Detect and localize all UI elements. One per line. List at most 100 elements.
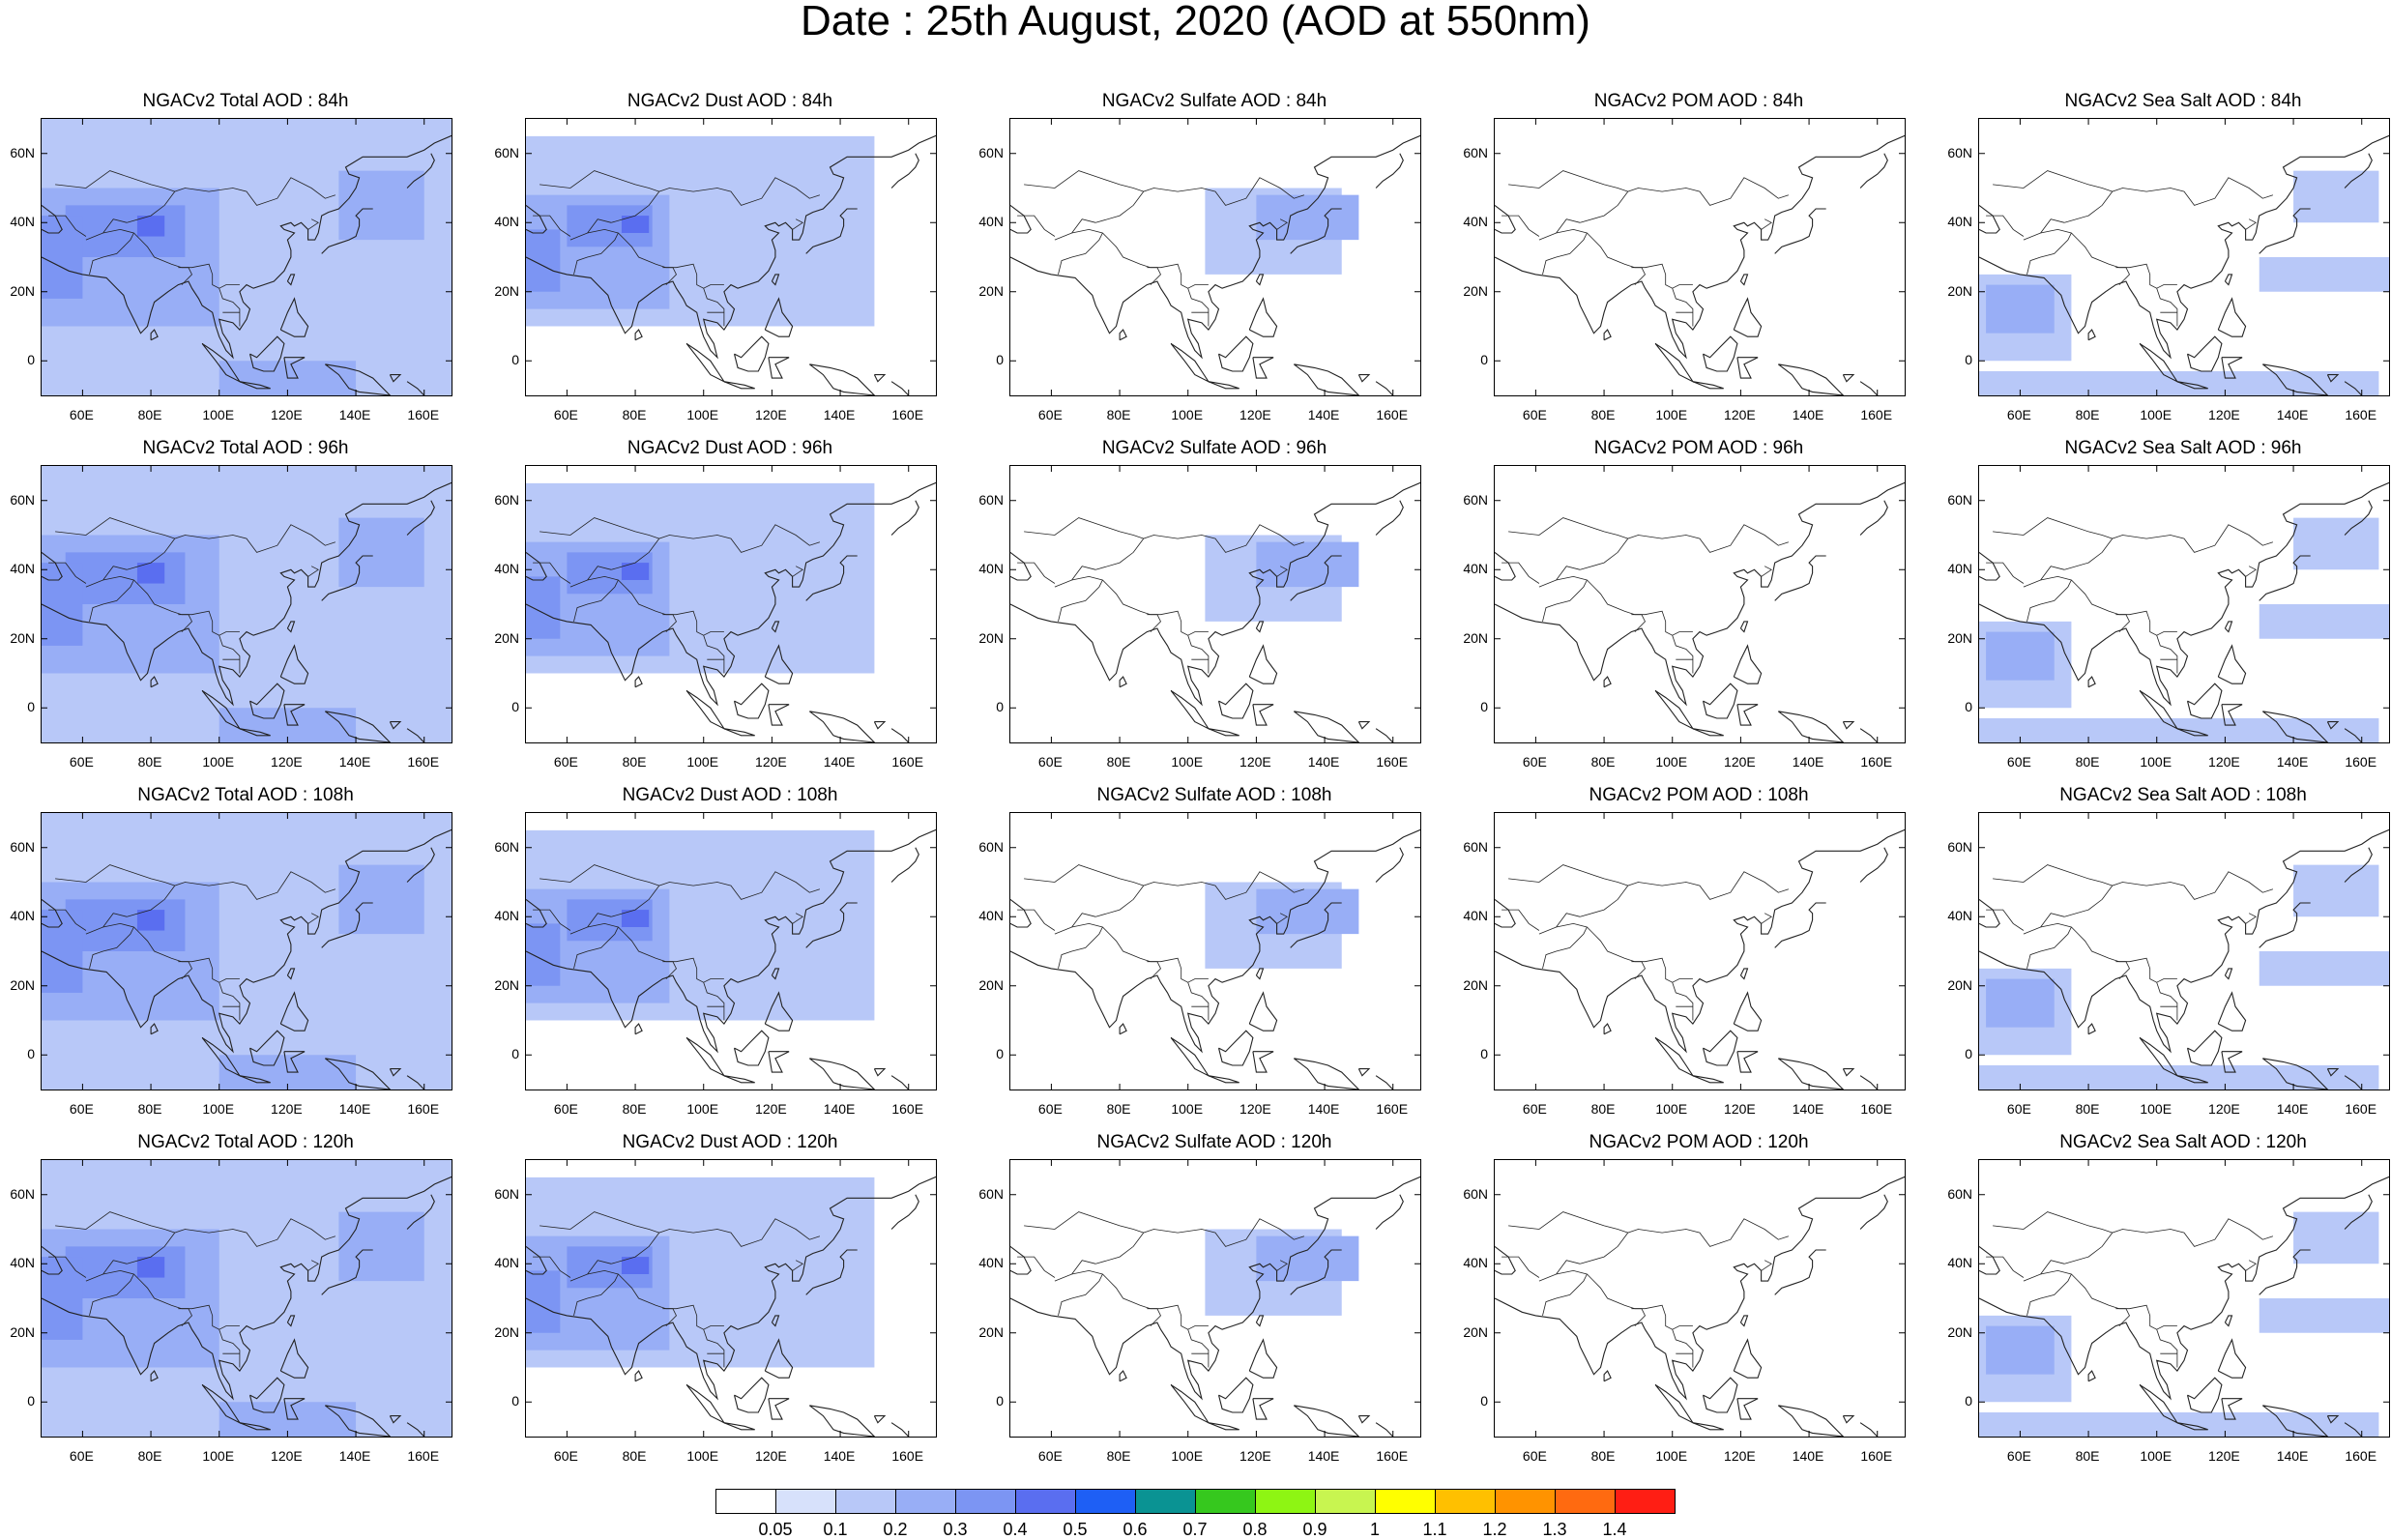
- coastline: [406, 500, 435, 536]
- figure-title: Date : 25th August, 2020 (AOD at 550nm): [801, 0, 1590, 44]
- coastline: [201, 689, 242, 731]
- lat-tick-label: 60N: [494, 491, 519, 508]
- lat-tick-label: 20N: [1947, 282, 1972, 299]
- coastline: [150, 1023, 159, 1035]
- coastline: [389, 1068, 402, 1077]
- country-border: [1058, 1273, 1103, 1316]
- coastline: [1692, 728, 1724, 737]
- coastline: [1603, 329, 1612, 341]
- map-svg: [526, 813, 936, 1090]
- aod-field-cell: [1256, 1235, 1359, 1282]
- map-area: [1009, 812, 1421, 1090]
- coastline: [2221, 1398, 2243, 1420]
- lon-tick-label: 80E: [137, 1448, 162, 1464]
- lat-tick-label: 40N: [1947, 561, 1972, 577]
- map-svg: [1979, 1160, 2389, 1437]
- coastline: [805, 902, 858, 948]
- lon-tick-label: 60E: [69, 1448, 94, 1464]
- coastline: [150, 1370, 159, 1382]
- panel-title: NGACv2 Sulfate AOD : 96h: [1101, 438, 1327, 458]
- coastline: [873, 721, 887, 730]
- lat-tick-label: 0: [1480, 1393, 1488, 1409]
- coastline: [771, 274, 780, 286]
- lat-tick-label: 60N: [1463, 1185, 1488, 1202]
- map-area: [1009, 1159, 1421, 1438]
- lat-tick-label: 0: [1965, 1046, 1972, 1062]
- country-border: [219, 635, 241, 674]
- country-border: [573, 579, 619, 622]
- coastline: [324, 363, 392, 395]
- coastline: [1290, 555, 1342, 601]
- coastline: [1979, 828, 2389, 1054]
- lat-tick-label: 60N: [1947, 1185, 1972, 1202]
- lon-tick-label: 60E: [1037, 1448, 1063, 1464]
- map-panel: NGACv2 POM AOD : 108h 60N 40N 20N 0 60E 80E 100…: [1453, 779, 1931, 1123]
- lon-tick-label: 140E: [1307, 754, 1340, 770]
- panel-title: NGACv2 Sulfate AOD : 120h: [1096, 1132, 1332, 1152]
- lon-tick-label: 140E: [338, 1448, 371, 1464]
- coastline: [1248, 644, 1278, 684]
- coastline: [42, 551, 63, 581]
- coastline: [1979, 481, 2389, 707]
- coastline: [2344, 1075, 2363, 1090]
- country-border: [178, 614, 192, 632]
- colorbar-swatch: [895, 1489, 956, 1514]
- coastline: [1739, 968, 1749, 980]
- lat-tick-label: 20N: [10, 1323, 35, 1340]
- lon-tick-label: 160E: [2345, 754, 2377, 770]
- coastline: [2259, 208, 2311, 254]
- aod-field-cell: [42, 910, 83, 993]
- colorbar-swatch: [715, 1489, 776, 1514]
- lon-tick-label: 80E: [1106, 1101, 1131, 1117]
- lon-tick-label: 60E: [1037, 754, 1063, 770]
- coastline: [283, 357, 306, 379]
- lon-tick-label: 160E: [1376, 407, 1409, 422]
- country-border: [611, 177, 821, 223]
- lon-tick-label: 80E: [622, 754, 647, 770]
- lon-tick-label: 120E: [1239, 1101, 1271, 1117]
- lon-tick-label: 80E: [2075, 407, 2100, 422]
- coastline: [1010, 1176, 1420, 1401]
- lat-tick-label: 0: [511, 1046, 519, 1062]
- country-border: [792, 913, 803, 924]
- country-border: [1058, 579, 1103, 622]
- colorbar-swatch: [775, 1489, 836, 1514]
- coastline: [42, 134, 452, 360]
- country-border: [55, 170, 175, 192]
- map-panel: NGACv2 POM AOD : 84h 60N 40N 20N 0 60E 80E 100E…: [1453, 85, 1931, 429]
- lon-tick-label: 120E: [271, 407, 303, 422]
- lat-tick-label: 40N: [978, 1255, 1004, 1271]
- coastline: [2221, 357, 2243, 379]
- panel-title: NGACv2 Total AOD : 84h: [142, 91, 349, 111]
- coastline: [248, 683, 285, 719]
- map-svg: [1010, 119, 1420, 395]
- lon-tick-label: 140E: [1792, 1448, 1824, 1464]
- coastline: [2186, 1030, 2223, 1066]
- lat-tick-label: 0: [996, 699, 1004, 715]
- lon-tick-label: 60E: [1522, 1448, 1547, 1464]
- coastline: [2344, 500, 2373, 536]
- coastline: [1859, 381, 1879, 395]
- country-border: [1502, 562, 1540, 584]
- country-border: [662, 961, 677, 979]
- coastline: [2326, 721, 2340, 730]
- country-border: [1147, 267, 1161, 285]
- colorbar-swatch: [1015, 1489, 1076, 1514]
- coastline: [1774, 555, 1826, 601]
- lat-tick-label: 40N: [978, 908, 1004, 924]
- coastline: [1859, 728, 1879, 742]
- coastline: [526, 551, 547, 581]
- coastline: [764, 991, 794, 1032]
- coastline: [406, 728, 425, 742]
- coastline: [248, 1377, 285, 1413]
- lon-tick-label: 120E: [755, 1448, 787, 1464]
- coastline: [1170, 1036, 1210, 1078]
- lat-tick-label: 40N: [10, 561, 35, 577]
- country-border: [178, 267, 192, 285]
- coastline: [279, 297, 309, 337]
- lon-tick-label: 80E: [1590, 1448, 1616, 1464]
- coastline: [406, 1075, 425, 1090]
- country-border: [2064, 524, 2274, 570]
- coastline: [1603, 1370, 1612, 1382]
- colorbar-swatch: [835, 1489, 896, 1514]
